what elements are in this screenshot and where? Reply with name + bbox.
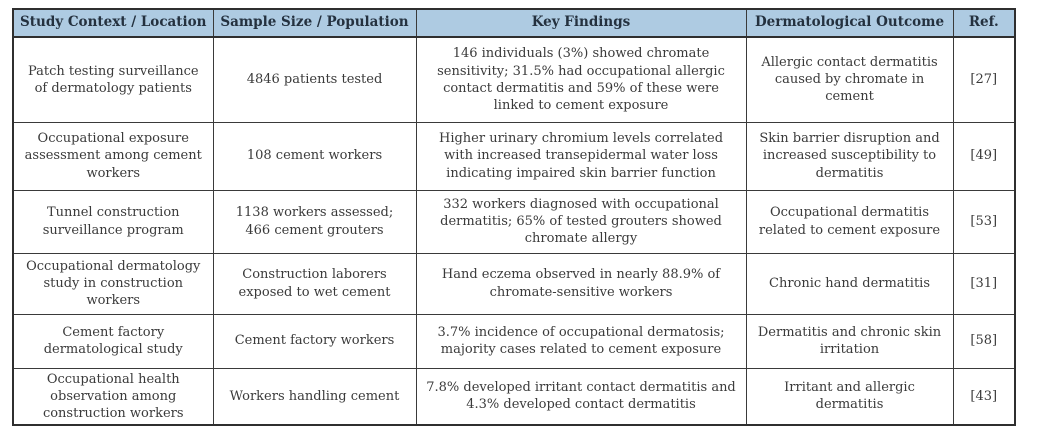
cell-outcome: Irritant and allergic dermatitis (745, 367, 954, 426)
cell-study-context: Occupational exposure assessment among c… (12, 121, 214, 191)
table-row: Occupational exposure assessment among c… (12, 121, 1016, 191)
cell-sample-size: 108 cement workers (212, 121, 417, 191)
cell-sample-size: 4846 patients tested (212, 36, 417, 123)
column-header-dermatological-outcome: Dermatological Outcome (745, 8, 954, 38)
cell-key-findings: 146 individuals (3%) showed chromate sen… (415, 36, 747, 123)
table-row: Occupational dermatology study in constr… (12, 252, 1016, 315)
cell-key-findings: Higher urinary chromium levels correlate… (415, 121, 747, 191)
cell-study-context: Occupational health observation among co… (12, 367, 214, 426)
cell-outcome: Dermatitis and chronic skin irritation (745, 313, 954, 369)
cell-sample-size: Construction laborers exposed to wet cem… (212, 252, 417, 315)
cell-outcome: Skin barrier disruption and increased su… (745, 121, 954, 191)
cell-key-findings: 7.8% developed irritant contact dermatit… (415, 367, 747, 426)
header-row: Study Context / Location Sample Size / P… (12, 8, 1016, 38)
column-header-key-findings: Key Findings (415, 8, 747, 38)
table-row: Patch testing surveillance of dermatolog… (12, 36, 1016, 123)
cell-sample-size: Workers handling cement (212, 367, 417, 426)
cell-sample-size: Cement factory workers (212, 313, 417, 369)
column-header-sample-size: Sample Size / Population (212, 8, 417, 38)
cell-ref: [49] (952, 121, 1016, 191)
cell-key-findings: Hand eczema observed in nearly 88.9% of … (415, 252, 747, 315)
column-header-study-context: Study Context / Location (12, 8, 214, 38)
study-findings-table: Study Context / Location Sample Size / P… (12, 8, 1016, 426)
cell-study-context: Tunnel construction surveillance program (12, 189, 214, 254)
cell-study-context: Occupational dermatology study in constr… (12, 252, 214, 315)
cell-key-findings: 3.7% incidence of occupational dermatosi… (415, 313, 747, 369)
cell-ref: [31] (952, 252, 1016, 315)
column-header-ref: Ref. (952, 8, 1016, 38)
cell-ref: [27] (952, 36, 1016, 123)
cell-key-findings: 332 workers diagnosed with occupational … (415, 189, 747, 254)
cell-study-context: Cement factory dermatological study (12, 313, 214, 369)
cell-outcome: Allergic contact dermatitis caused by ch… (745, 36, 954, 123)
cell-sample-size: 1138 workers assessed; 466 cement groute… (212, 189, 417, 254)
cell-ref: [58] (952, 313, 1016, 369)
table-row: Cement factory dermatological study Ceme… (12, 313, 1016, 369)
cell-study-context: Patch testing surveillance of dermatolog… (12, 36, 214, 123)
cell-outcome: Occupational dermatitis related to cemen… (745, 189, 954, 254)
table-row: Occupational health observation among co… (12, 367, 1016, 426)
cell-outcome: Chronic hand dermatitis (745, 252, 954, 315)
cell-ref: [53] (952, 189, 1016, 254)
table-row: Tunnel construction surveillance program… (12, 189, 1016, 254)
cell-ref: [43] (952, 367, 1016, 426)
